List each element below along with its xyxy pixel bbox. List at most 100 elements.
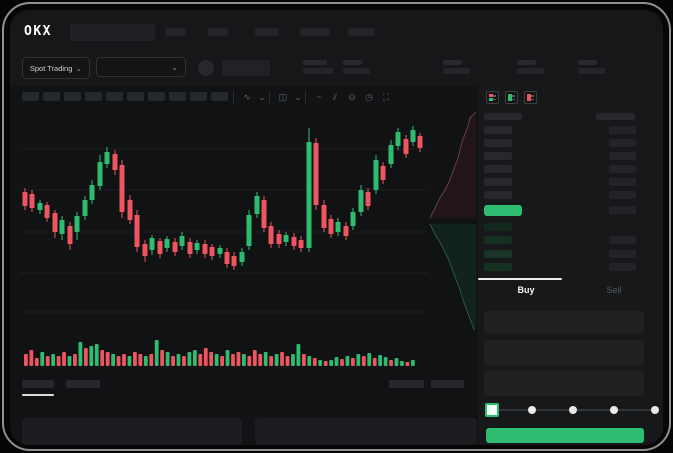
chevron-down-icon: ⌄	[171, 62, 178, 72]
market-type-dropdown[interactable]: Spot Trading ⌄	[22, 57, 90, 79]
timeframe-button-skeleton[interactable]	[127, 92, 144, 101]
slider-stop-dot[interactable]	[569, 406, 577, 414]
tab-sell[interactable]: Sell	[606, 285, 622, 295]
nav-link-skeleton[interactable]	[255, 28, 279, 36]
ask-amount-skeleton	[609, 165, 636, 173]
timeframe-button-skeleton[interactable]	[106, 92, 123, 101]
bid-row[interactable]	[478, 248, 658, 260]
toolbar-divider	[269, 91, 270, 103]
candlestick-chart[interactable]	[20, 112, 428, 334]
toolbar-divider	[305, 91, 306, 103]
timeframe-button-skeleton[interactable]	[85, 92, 102, 101]
total-input-skeleton[interactable]	[484, 371, 644, 396]
draw-tools-icon[interactable]: ⫽	[332, 92, 337, 102]
okx-logo[interactable]: OKX	[24, 24, 52, 39]
timeframe-button-skeleton[interactable]	[211, 92, 228, 101]
depth-chart	[429, 112, 476, 331]
ask-price-skeleton	[484, 126, 512, 134]
nav-link-skeleton[interactable]	[165, 28, 186, 36]
orderbook-header-amount	[596, 113, 635, 120]
bid-row[interactable]	[478, 221, 658, 233]
ask-price-skeleton	[484, 191, 512, 199]
market-type-label: Spot Trading	[29, 63, 73, 73]
timeframe-button-skeleton[interactable]	[148, 92, 165, 101]
ask-price-skeleton	[484, 178, 512, 186]
stat-label-skeleton	[517, 60, 536, 65]
orderbook-header-price	[484, 113, 522, 120]
active-tab-underline	[22, 394, 54, 396]
app-screen: OKX Spot Trading ⌄ ⌄ ∿ ⌄ ◫ ⌄ ~ ⫽ ⊙ ◷ ⛶	[10, 10, 663, 445]
stat-label-skeleton	[443, 60, 462, 65]
bid-amount-skeleton	[609, 263, 636, 271]
chevron-down-icon: ⌄	[75, 63, 83, 73]
history-icon[interactable]: ◷	[365, 92, 373, 102]
bid-price-skeleton	[484, 236, 512, 244]
timeframe-button-skeleton[interactable]	[190, 92, 207, 101]
bid-price-skeleton	[484, 223, 512, 231]
ask-row[interactable]	[478, 176, 658, 188]
nav-link-skeleton[interactable]	[300, 28, 330, 36]
amount-input-skeleton[interactable]	[484, 340, 644, 365]
book-asks-icon[interactable]	[524, 91, 537, 104]
ask-row[interactable]	[478, 163, 658, 175]
nav-link-skeleton[interactable]	[348, 28, 375, 36]
ask-row[interactable]	[478, 124, 658, 136]
bid-row[interactable]	[478, 261, 658, 273]
ask-amount-skeleton	[609, 139, 636, 147]
stat-value-skeleton	[578, 68, 605, 74]
timeframe-button-skeleton[interactable]	[22, 92, 39, 101]
nav-link-skeleton[interactable]	[208, 28, 228, 36]
book-combined-icon[interactable]	[486, 91, 499, 104]
chevron-down-icon[interactable]: ⌄	[258, 92, 266, 102]
bid-amount-skeleton	[609, 236, 636, 244]
bid-price-skeleton	[484, 250, 512, 258]
timeframe-button-skeleton[interactable]	[64, 92, 81, 101]
ask-price-skeleton	[484, 165, 512, 173]
amount-slider-handle[interactable]	[485, 403, 499, 417]
filter-link-skeleton[interactable]	[389, 380, 424, 388]
orders-tab-skeleton[interactable]	[22, 380, 54, 388]
timeframe-button-skeleton[interactable]	[43, 92, 60, 101]
bid-row[interactable]	[478, 234, 658, 246]
camera-icon[interactable]: ⊙	[348, 92, 356, 102]
buy-submit-button[interactable]	[486, 428, 644, 443]
coin-icon	[198, 60, 214, 76]
filter-link-skeleton[interactable]	[431, 380, 464, 388]
ask-price-skeleton	[484, 139, 512, 147]
slider-stop-dot[interactable]	[528, 406, 536, 414]
ask-amount-skeleton	[609, 178, 636, 186]
ask-row[interactable]	[478, 189, 658, 201]
fullscreen-icon[interactable]: ⛶	[382, 92, 390, 102]
pair-name-placeholder	[222, 60, 270, 76]
stat-value-skeleton	[443, 68, 470, 74]
stat-value-skeleton	[343, 68, 370, 74]
stat-label-skeleton	[343, 60, 362, 65]
stat-value-skeleton	[517, 68, 544, 74]
stat-value-skeleton	[303, 68, 333, 74]
bid-amount-skeleton	[609, 250, 636, 258]
bid-price-skeleton	[484, 263, 512, 271]
order-history-panel	[255, 418, 477, 445]
nav-search-placeholder[interactable]	[70, 24, 155, 41]
tab-buy[interactable]: Buy	[517, 285, 535, 295]
pair-selector-dropdown[interactable]: ⌄	[96, 57, 186, 77]
open-orders-panel	[22, 418, 242, 445]
timeframe-button-skeleton[interactable]	[169, 92, 186, 101]
buy-tab-underline	[478, 278, 562, 280]
line-chart-icon[interactable]: ~	[316, 92, 322, 102]
book-bids-icon[interactable]	[505, 91, 518, 104]
chevron-down-icon[interactable]: ⌄	[294, 92, 302, 102]
indicator-icon[interactable]: ◫	[278, 92, 288, 102]
volume-bars	[24, 340, 415, 366]
stat-label-skeleton	[578, 60, 597, 65]
ask-row[interactable]	[478, 137, 658, 149]
slider-stop-dot[interactable]	[610, 406, 618, 414]
slider-stop-dot[interactable]	[651, 406, 659, 414]
history-tab-skeleton[interactable]	[66, 380, 100, 388]
price-input-skeleton[interactable]	[484, 311, 644, 333]
ask-amount-skeleton	[609, 152, 636, 160]
chart-style-icon[interactable]: ∿	[243, 92, 251, 102]
stat-label-skeleton	[303, 60, 327, 65]
ask-row[interactable]	[478, 150, 658, 162]
